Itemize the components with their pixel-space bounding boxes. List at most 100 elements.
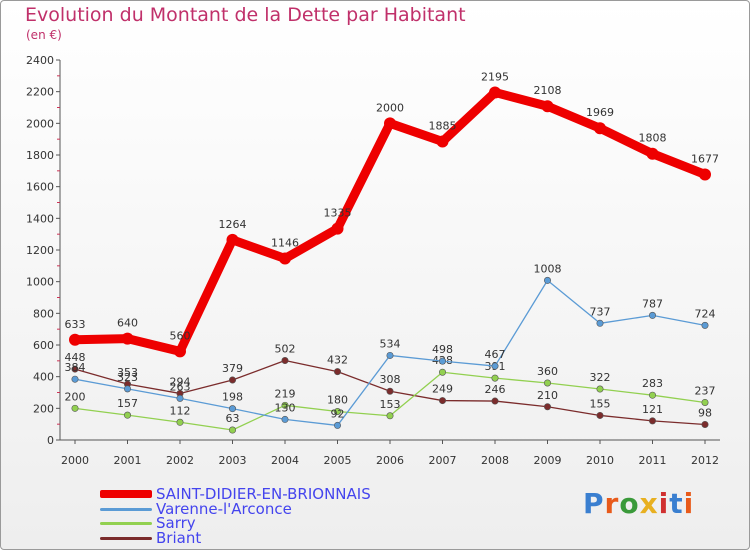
data-label-3: 249 bbox=[432, 383, 453, 396]
data-point-0 bbox=[69, 333, 81, 346]
logo-letter: x bbox=[639, 487, 659, 520]
data-label-3: 379 bbox=[222, 362, 243, 375]
x-tick-label: 2005 bbox=[324, 454, 352, 467]
data-label-2: 63 bbox=[226, 412, 240, 425]
data-point-3 bbox=[648, 417, 656, 425]
legend-item-sarry: Sarry bbox=[100, 514, 196, 532]
data-label-1: 92 bbox=[331, 407, 345, 420]
x-tick-label: 2001 bbox=[114, 454, 142, 467]
x-tick-label: 2007 bbox=[429, 454, 457, 467]
unit-label: (en €) bbox=[26, 28, 62, 42]
data-point-2 bbox=[71, 404, 79, 412]
legend-swatch-saint-didier bbox=[100, 490, 152, 498]
data-label-1: 323 bbox=[117, 371, 138, 384]
x-tick-label: 2003 bbox=[219, 454, 247, 467]
data-point-1 bbox=[176, 394, 184, 402]
data-point-0 bbox=[384, 117, 396, 130]
logo-letter: i bbox=[658, 487, 670, 520]
data-point-2 bbox=[543, 379, 551, 387]
data-label-3: 246 bbox=[485, 383, 506, 396]
data-point-2 bbox=[596, 385, 604, 393]
data-point-2 bbox=[491, 374, 499, 382]
x-tick-label: 2011 bbox=[639, 454, 667, 467]
x-tick-label: 2006 bbox=[376, 454, 404, 467]
data-label-0: 1264 bbox=[219, 218, 247, 231]
y-tick-label: 0 bbox=[47, 434, 54, 447]
data-point-1 bbox=[124, 385, 132, 393]
data-label-0: 1677 bbox=[691, 152, 719, 165]
data-label-0: 1335 bbox=[324, 207, 352, 220]
data-label-0: 1146 bbox=[271, 237, 299, 250]
legend-label-saint-didier: SAINT-DIDIER-EN-BRIONNAIS bbox=[156, 485, 371, 503]
data-label-2: 219 bbox=[275, 387, 296, 400]
data-label-0: 1969 bbox=[586, 106, 614, 119]
data-point-2 bbox=[701, 398, 709, 406]
data-label-2: 157 bbox=[117, 397, 138, 410]
x-tick-label: 2010 bbox=[586, 454, 614, 467]
proxiti-logo: Proxiti bbox=[583, 487, 694, 520]
data-point-0 bbox=[331, 222, 344, 235]
data-point-0 bbox=[121, 332, 134, 345]
x-tick-label: 2008 bbox=[481, 454, 509, 467]
data-point-1 bbox=[438, 357, 446, 365]
data-point-1 bbox=[229, 405, 237, 413]
data-point-2 bbox=[281, 401, 289, 409]
series-line-0 bbox=[70, 87, 710, 356]
data-point-2 bbox=[333, 407, 341, 415]
data-label-2: 322 bbox=[590, 371, 611, 384]
data-point-3 bbox=[543, 403, 551, 411]
data-label-1: 737 bbox=[590, 305, 611, 318]
data-label-2: 283 bbox=[642, 377, 663, 390]
data-label-3: 448 bbox=[65, 351, 86, 364]
logo-letter: o bbox=[619, 487, 640, 520]
y-tick-label: 1800 bbox=[26, 149, 54, 162]
data-label-3: 210 bbox=[537, 389, 558, 402]
data-point-0 bbox=[594, 122, 606, 135]
data-point-2 bbox=[124, 411, 132, 419]
x-tick-label: 2012 bbox=[691, 454, 719, 467]
y-tick-label: 1200 bbox=[26, 244, 54, 257]
data-point-1 bbox=[281, 415, 289, 423]
data-label-1: 1008 bbox=[534, 262, 562, 275]
data-label-2: 153 bbox=[380, 398, 401, 411]
data-point-0 bbox=[699, 168, 711, 181]
data-point-3 bbox=[333, 368, 341, 376]
y-tick-label: 1000 bbox=[26, 276, 54, 289]
data-point-2 bbox=[176, 418, 184, 426]
chart-title: Evolution du Montant de la Dette par Hab… bbox=[25, 4, 466, 26]
data-label-3: 502 bbox=[275, 343, 296, 356]
data-point-0 bbox=[436, 135, 449, 148]
logo-letter: r bbox=[604, 487, 620, 520]
data-label-1: 384 bbox=[65, 361, 86, 374]
data-label-1: 787 bbox=[642, 297, 663, 310]
y-tick-label: 400 bbox=[33, 371, 54, 384]
data-point-3 bbox=[701, 420, 709, 428]
data-label-1: 263 bbox=[170, 380, 191, 393]
data-label-2: 200 bbox=[65, 390, 86, 403]
data-point-3 bbox=[229, 376, 237, 384]
data-point-3 bbox=[491, 397, 499, 405]
data-label-3: 432 bbox=[327, 354, 348, 367]
data-point-1 bbox=[648, 311, 656, 319]
data-point-0 bbox=[174, 345, 186, 358]
data-label-1: 724 bbox=[695, 307, 716, 320]
data-point-0 bbox=[226, 233, 239, 246]
data-label-0: 640 bbox=[117, 317, 138, 330]
data-point-3 bbox=[386, 387, 394, 395]
data-label-2: 237 bbox=[695, 384, 716, 397]
data-label-0: 560 bbox=[170, 329, 191, 342]
data-point-1 bbox=[596, 319, 604, 327]
data-label-0: 633 bbox=[65, 318, 86, 331]
data-label-0: 2108 bbox=[534, 84, 562, 97]
data-point-0 bbox=[279, 252, 291, 265]
data-point-1 bbox=[71, 375, 79, 383]
y-tick-label: 200 bbox=[33, 402, 54, 415]
data-label-0: 2195 bbox=[481, 70, 509, 83]
data-point-1 bbox=[701, 321, 709, 329]
data-point-3 bbox=[438, 397, 446, 405]
data-label-0: 1808 bbox=[639, 132, 667, 145]
y-tick-label: 2400 bbox=[26, 54, 54, 67]
data-point-3 bbox=[596, 411, 604, 419]
